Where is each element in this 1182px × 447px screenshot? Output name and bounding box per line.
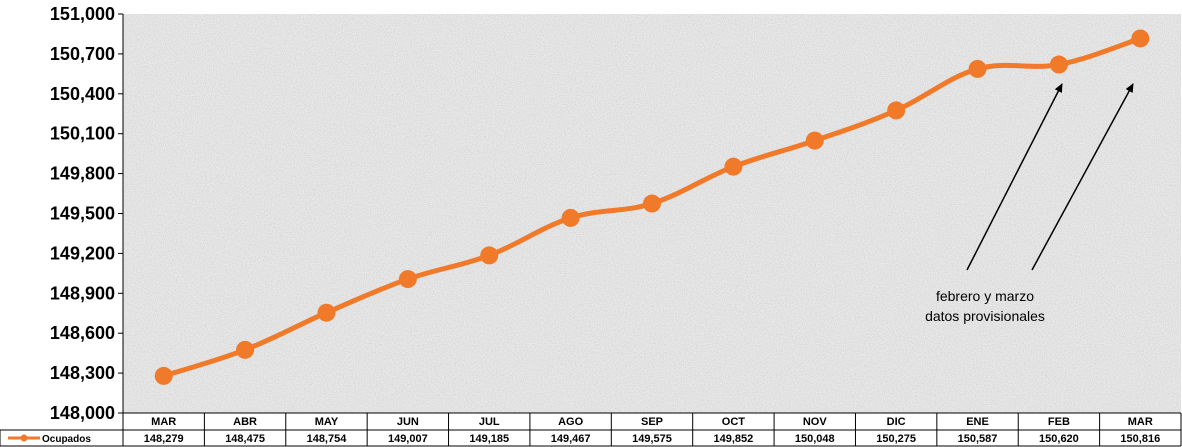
y-tick-label: 148,600 (50, 323, 115, 343)
y-tick-label: 149,500 (50, 204, 115, 224)
y-tick-label: 150,700 (50, 44, 115, 64)
y-tick-label: 148,000 (50, 403, 115, 423)
x-category-label: AGO (558, 416, 584, 428)
data-value-label: 150,620 (1039, 433, 1079, 445)
data-point (887, 101, 906, 120)
annotation-line-2: datos provisionales (925, 308, 1045, 324)
annotation-line-1: febrero y marzo (936, 288, 1034, 304)
plot-area-texture (123, 14, 1181, 413)
x-category-label: MAY (315, 416, 339, 428)
annotation: febrero y marzo datos provisionales (925, 83, 1134, 324)
y-tick-label: 150,100 (50, 124, 115, 144)
x-category-label: ENE (966, 416, 989, 428)
data-point (968, 59, 987, 78)
annotation-arrow-mar (1031, 83, 1134, 271)
legend-swatch-marker (20, 434, 28, 442)
series-points (154, 29, 1150, 385)
x-category-label: JUL (479, 416, 500, 428)
data-value-label: 150,587 (958, 433, 998, 445)
annotation-arrow-feb (966, 83, 1063, 271)
legend-series-label: Ocupados (42, 434, 91, 445)
x-category-label: MAR (151, 416, 176, 428)
y-tick-label: 149,200 (50, 243, 115, 263)
data-value-label: 149,185 (469, 433, 509, 445)
data-value-label: 148,279 (144, 433, 184, 445)
data-point (724, 157, 743, 176)
x-category-label: DIC (887, 416, 906, 428)
data-value-label: 148,754 (307, 433, 348, 445)
x-category-label: NOV (803, 416, 828, 428)
y-tick-label: 148,300 (50, 363, 115, 383)
data-point (236, 340, 255, 359)
data-point (154, 366, 173, 385)
data-table-columns: MAR 148,279 ABR 148,475 MAY 148,754 JUN 149,007… (122, 413, 1182, 446)
data-point (561, 208, 580, 227)
data-value-label: 149,007 (388, 433, 428, 445)
data-value-label: 148,475 (225, 433, 265, 445)
y-axis-ticks: 148,000 148,300 148,600 148,900 149,200 149,5… (50, 4, 123, 423)
data-point (643, 194, 661, 213)
x-category-label: MAR (1128, 416, 1153, 428)
data-value-label: 150,275 (876, 433, 916, 445)
data-point (317, 303, 336, 322)
data-point (1131, 29, 1150, 48)
data-point (398, 270, 417, 289)
x-category-label: JUN (397, 416, 419, 428)
y-tick-label: 151,000 (50, 4, 115, 24)
y-tick-label: 148,900 (50, 283, 115, 303)
data-value-label: 149,467 (551, 433, 591, 445)
y-tick-label: 149,800 (50, 164, 115, 184)
data-value-label: 149,575 (632, 433, 672, 445)
x-category-label: ABR (233, 416, 257, 428)
x-category-label: OCT (722, 416, 746, 428)
data-value-label: 150,816 (1120, 433, 1160, 445)
data-point (480, 246, 499, 265)
data-value-label: 149,852 (714, 433, 754, 445)
data-point (805, 131, 824, 150)
x-category-label: FEB (1048, 416, 1070, 428)
x-category-label: SEP (641, 416, 663, 428)
y-tick-label: 150,400 (50, 84, 115, 104)
data-point (1049, 55, 1068, 74)
data-value-label: 150,048 (795, 433, 835, 445)
